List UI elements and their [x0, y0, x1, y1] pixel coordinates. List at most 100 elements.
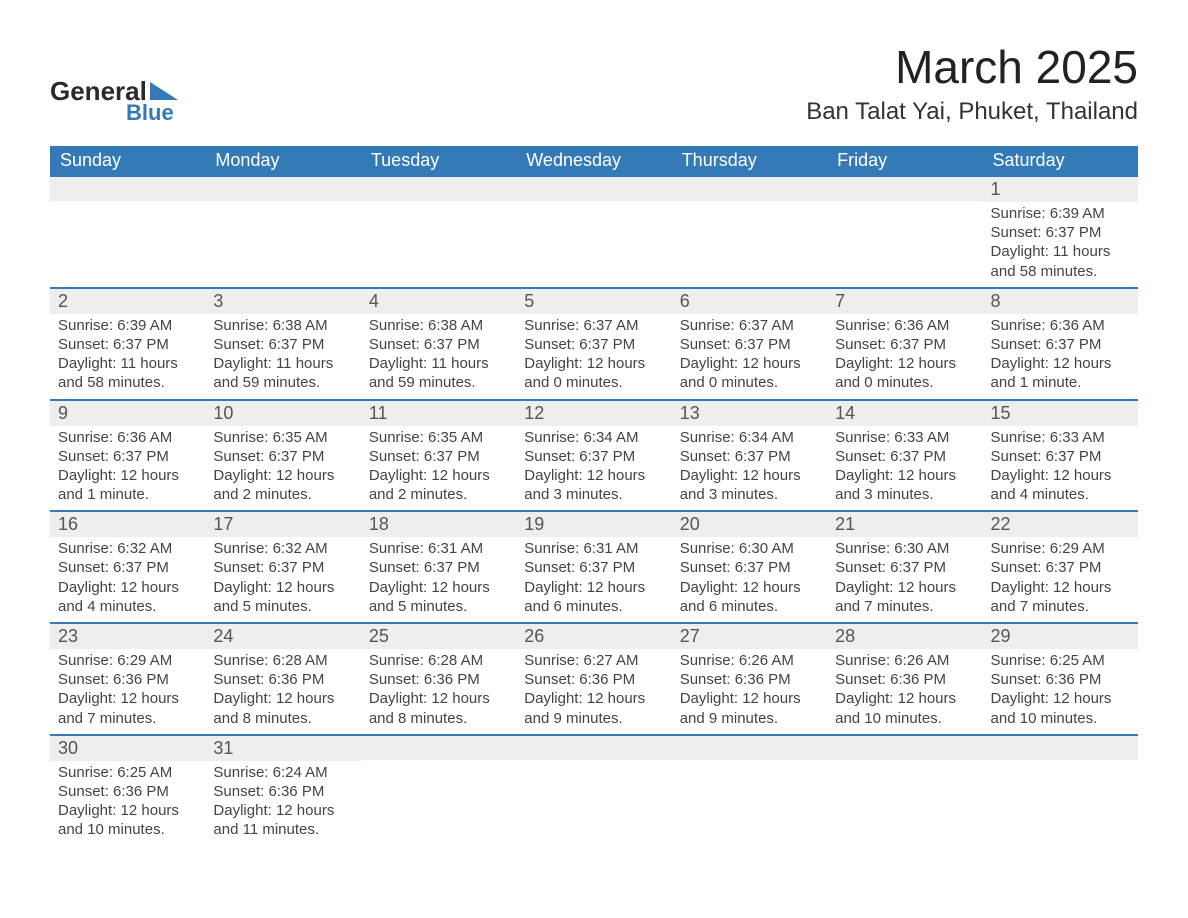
- day-body: Sunrise: 6:31 AMSunset: 6:37 PMDaylight:…: [516, 537, 671, 622]
- day-number: 17: [205, 512, 360, 537]
- daylight-line: Daylight: 12 hours and 0 minutes.: [524, 354, 663, 392]
- calendar-page: General Blue March 2025 Ban Talat Yai, P…: [0, 0, 1188, 906]
- sunrise-line: Sunrise: 6:33 AM: [835, 428, 974, 447]
- day-cell: [516, 177, 671, 288]
- day-cell: 5Sunrise: 6:37 AMSunset: 6:37 PMDaylight…: [516, 288, 671, 400]
- day-body: Sunrise: 6:33 AMSunset: 6:37 PMDaylight:…: [827, 426, 982, 511]
- day-cell: 21Sunrise: 6:30 AMSunset: 6:37 PMDayligh…: [827, 511, 982, 623]
- day-number: [361, 177, 516, 201]
- day-number: 26: [516, 624, 671, 649]
- col-monday: Monday: [205, 146, 360, 177]
- day-body: Sunrise: 6:32 AMSunset: 6:37 PMDaylight:…: [50, 537, 205, 622]
- day-body: Sunrise: 6:27 AMSunset: 6:36 PMDaylight:…: [516, 649, 671, 734]
- sunset-line: Sunset: 6:37 PM: [680, 558, 819, 577]
- sunrise-line: Sunrise: 6:34 AM: [524, 428, 663, 447]
- day-body: Sunrise: 6:38 AMSunset: 6:37 PMDaylight:…: [361, 314, 516, 399]
- day-body: Sunrise: 6:33 AMSunset: 6:37 PMDaylight:…: [983, 426, 1138, 511]
- sunrise-line: Sunrise: 6:25 AM: [991, 651, 1130, 670]
- day-cell: 20Sunrise: 6:30 AMSunset: 6:37 PMDayligh…: [672, 511, 827, 623]
- daylight-line: Daylight: 12 hours and 6 minutes.: [524, 578, 663, 616]
- day-number: 9: [50, 401, 205, 426]
- location-text: Ban Talat Yai, Phuket, Thailand: [806, 98, 1138, 126]
- day-body: [827, 760, 982, 780]
- title-block: March 2025 Ban Talat Yai, Phuket, Thaila…: [806, 40, 1138, 126]
- daylight-line: Daylight: 11 hours and 58 minutes.: [58, 354, 197, 392]
- daylight-line: Daylight: 12 hours and 0 minutes.: [835, 354, 974, 392]
- col-thursday: Thursday: [672, 146, 827, 177]
- sunrise-line: Sunrise: 6:30 AM: [835, 539, 974, 558]
- sunset-line: Sunset: 6:37 PM: [369, 447, 508, 466]
- day-number: [361, 736, 516, 760]
- day-cell: [361, 177, 516, 288]
- daylight-line: Daylight: 11 hours and 58 minutes.: [991, 242, 1130, 280]
- sunrise-line: Sunrise: 6:31 AM: [524, 539, 663, 558]
- week-row: 30Sunrise: 6:25 AMSunset: 6:36 PMDayligh…: [50, 735, 1138, 846]
- logo-triangle-icon: [150, 82, 178, 100]
- daylight-line: Daylight: 12 hours and 9 minutes.: [680, 689, 819, 727]
- daylight-line: Daylight: 12 hours and 5 minutes.: [213, 578, 352, 616]
- day-body: [205, 201, 360, 221]
- day-body: [361, 201, 516, 221]
- calendar-header: Sunday Monday Tuesday Wednesday Thursday…: [50, 146, 1138, 177]
- day-number: 4: [361, 289, 516, 314]
- sunrise-line: Sunrise: 6:27 AM: [524, 651, 663, 670]
- day-cell: 1Sunrise: 6:39 AMSunset: 6:37 PMDaylight…: [983, 177, 1138, 288]
- sunset-line: Sunset: 6:37 PM: [58, 447, 197, 466]
- sunrise-line: Sunrise: 6:25 AM: [58, 763, 197, 782]
- daylight-line: Daylight: 11 hours and 59 minutes.: [369, 354, 508, 392]
- day-number: [205, 177, 360, 201]
- day-cell: 11Sunrise: 6:35 AMSunset: 6:37 PMDayligh…: [361, 400, 516, 512]
- sunset-line: Sunset: 6:37 PM: [58, 558, 197, 577]
- day-cell: 18Sunrise: 6:31 AMSunset: 6:37 PMDayligh…: [361, 511, 516, 623]
- day-body: [361, 760, 516, 780]
- sunset-line: Sunset: 6:37 PM: [991, 335, 1130, 354]
- day-body: Sunrise: 6:34 AMSunset: 6:37 PMDaylight:…: [516, 426, 671, 511]
- day-cell: 17Sunrise: 6:32 AMSunset: 6:37 PMDayligh…: [205, 511, 360, 623]
- day-number: [672, 177, 827, 201]
- sunrise-line: Sunrise: 6:26 AM: [680, 651, 819, 670]
- day-body: Sunrise: 6:35 AMSunset: 6:37 PMDaylight:…: [205, 426, 360, 511]
- day-body: Sunrise: 6:30 AMSunset: 6:37 PMDaylight:…: [672, 537, 827, 622]
- sunrise-line: Sunrise: 6:29 AM: [991, 539, 1130, 558]
- day-number: 14: [827, 401, 982, 426]
- day-number: 20: [672, 512, 827, 537]
- sunrise-line: Sunrise: 6:32 AM: [213, 539, 352, 558]
- day-number: 16: [50, 512, 205, 537]
- sunset-line: Sunset: 6:37 PM: [991, 558, 1130, 577]
- week-row: 2Sunrise: 6:39 AMSunset: 6:37 PMDaylight…: [50, 288, 1138, 400]
- day-number: 11: [361, 401, 516, 426]
- col-wednesday: Wednesday: [516, 146, 671, 177]
- day-cell: 31Sunrise: 6:24 AMSunset: 6:36 PMDayligh…: [205, 735, 360, 846]
- day-body: Sunrise: 6:28 AMSunset: 6:36 PMDaylight:…: [361, 649, 516, 734]
- day-body: Sunrise: 6:36 AMSunset: 6:37 PMDaylight:…: [827, 314, 982, 399]
- day-cell: [205, 177, 360, 288]
- sunset-line: Sunset: 6:37 PM: [835, 447, 974, 466]
- day-cell: 13Sunrise: 6:34 AMSunset: 6:37 PMDayligh…: [672, 400, 827, 512]
- daylight-line: Daylight: 12 hours and 6 minutes.: [680, 578, 819, 616]
- day-number: 18: [361, 512, 516, 537]
- sunrise-line: Sunrise: 6:36 AM: [58, 428, 197, 447]
- sunrise-line: Sunrise: 6:38 AM: [369, 316, 508, 335]
- day-cell: [827, 735, 982, 846]
- day-cell: 24Sunrise: 6:28 AMSunset: 6:36 PMDayligh…: [205, 623, 360, 735]
- day-number: 28: [827, 624, 982, 649]
- sunset-line: Sunset: 6:37 PM: [680, 335, 819, 354]
- sunrise-line: Sunrise: 6:35 AM: [369, 428, 508, 447]
- day-cell: [672, 177, 827, 288]
- day-number: [827, 177, 982, 201]
- calendar-body: 1Sunrise: 6:39 AMSunset: 6:37 PMDaylight…: [50, 177, 1138, 846]
- day-body: Sunrise: 6:35 AMSunset: 6:37 PMDaylight:…: [361, 426, 516, 511]
- day-cell: 25Sunrise: 6:28 AMSunset: 6:36 PMDayligh…: [361, 623, 516, 735]
- day-body: Sunrise: 6:38 AMSunset: 6:37 PMDaylight:…: [205, 314, 360, 399]
- daylight-line: Daylight: 12 hours and 4 minutes.: [991, 466, 1130, 504]
- sunrise-line: Sunrise: 6:37 AM: [524, 316, 663, 335]
- day-body: Sunrise: 6:39 AMSunset: 6:37 PMDaylight:…: [983, 202, 1138, 287]
- sunrise-line: Sunrise: 6:38 AM: [213, 316, 352, 335]
- sunrise-line: Sunrise: 6:32 AM: [58, 539, 197, 558]
- day-body: Sunrise: 6:29 AMSunset: 6:37 PMDaylight:…: [983, 537, 1138, 622]
- day-cell: 6Sunrise: 6:37 AMSunset: 6:37 PMDaylight…: [672, 288, 827, 400]
- day-number: 23: [50, 624, 205, 649]
- daylight-line: Daylight: 12 hours and 2 minutes.: [369, 466, 508, 504]
- day-number: 24: [205, 624, 360, 649]
- calendar-table: Sunday Monday Tuesday Wednesday Thursday…: [50, 146, 1138, 846]
